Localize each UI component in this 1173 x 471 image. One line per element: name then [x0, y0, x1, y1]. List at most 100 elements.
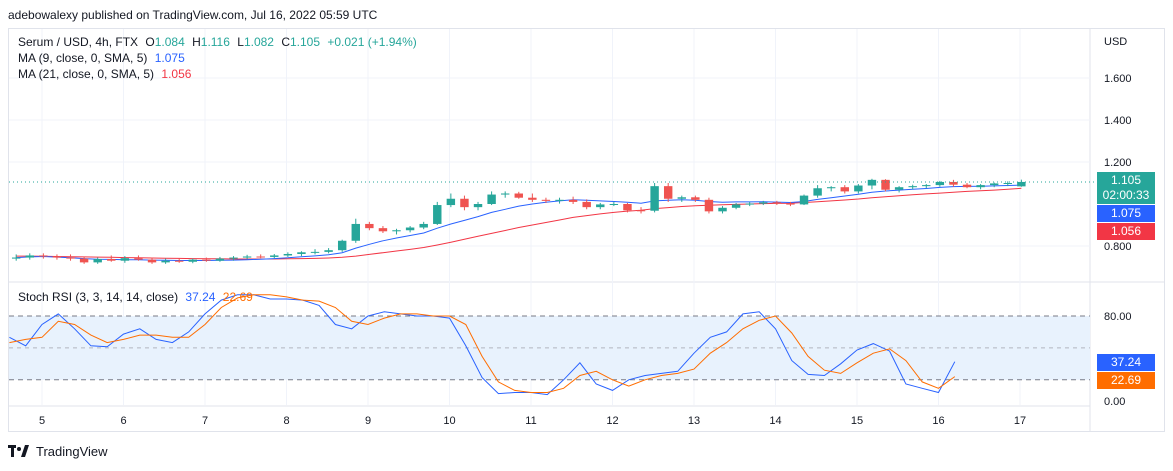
footer: TradingView [8, 444, 108, 459]
time-tick-label-10: 15 [851, 415, 863, 427]
candle-body [337, 240, 347, 251]
candle-body [772, 202, 782, 204]
ma9-label[interactable]: MA (9, close, 0, SMA, 5) [18, 51, 148, 65]
time-tick-label-8: 13 [688, 415, 700, 427]
last-price-tag: 1.105 02:00:33 [1097, 172, 1155, 204]
price-tick-label-0: 1.600 [1104, 73, 1132, 85]
time-tick-label-6: 11 [525, 415, 536, 427]
candle-body [365, 223, 374, 229]
stoch-d-legend-value: 22.69 [222, 290, 253, 304]
time-tick-label-5: 10 [443, 415, 455, 427]
time-tick-label-9: 14 [769, 415, 781, 427]
price-tick-label-1: 1.400 [1104, 115, 1132, 127]
stoch-tick-label-0: 80.00 [1104, 311, 1132, 323]
candle-body [922, 185, 931, 187]
close-value: 1.105 [289, 35, 321, 49]
candle-body [935, 181, 945, 186]
candle-body [949, 181, 958, 185]
time-tick-label-2: 7 [202, 415, 208, 427]
candle-body [650, 186, 659, 211]
low-label: L [237, 35, 244, 49]
symbol-title[interactable]: Serum / USD, 4h, FTX [18, 35, 139, 49]
candle-body [568, 199, 578, 202]
candle-body [826, 187, 836, 189]
candle-body [704, 199, 714, 212]
candle-body [460, 198, 469, 208]
time-tick-label-7: 12 [606, 415, 618, 427]
stoch-d-price-tag: 22.69 [1097, 372, 1155, 389]
candle-body [134, 258, 143, 260]
candle-body [528, 197, 537, 200]
high-label: H [192, 35, 201, 49]
ma9-price-tag: 1.075 [1097, 205, 1155, 222]
candle-body [107, 259, 116, 261]
candle-body [867, 179, 877, 186]
candle-body [11, 257, 21, 259]
chart-frame [8, 28, 1165, 432]
ohlc-values: O1.084 H1.116 L1.082 C1.105 +0.021 (+1.9… [145, 35, 420, 49]
main-legend: Serum / USD, 4h, FTX O1.084 H1.116 L1.08… [18, 34, 425, 82]
footer-brand[interactable]: TradingView [36, 444, 108, 459]
candle-body [894, 187, 904, 190]
price-tick-label-2: 1.200 [1104, 157, 1132, 169]
candle-body [759, 202, 768, 204]
candle-body [677, 197, 686, 199]
candle-body [351, 223, 360, 241]
time-tick-label-11: 16 [932, 415, 944, 427]
candle-body [188, 259, 197, 262]
candle-body [854, 185, 863, 192]
candle-body [473, 204, 483, 208]
candle-body [541, 199, 551, 201]
candle-body [161, 260, 170, 263]
candle-body [147, 259, 157, 263]
candle-body [500, 193, 510, 195]
last-price-value: 1.105 [1110, 173, 1142, 187]
candle-body [487, 194, 496, 204]
candle-body [745, 203, 754, 205]
candle-body [976, 185, 985, 188]
ma9-line [16, 184, 1022, 261]
open-value: 1.084 [154, 35, 185, 49]
high-value: 1.116 [200, 35, 230, 49]
candle-body [691, 197, 700, 200]
candle-body [989, 183, 999, 186]
candle-body [663, 186, 673, 199]
candle-body [378, 228, 388, 232]
candle-body [229, 257, 238, 259]
stoch-k-legend-value: 37.24 [185, 290, 216, 304]
candle-body [120, 258, 130, 261]
candle-body [25, 255, 34, 258]
candle-body [813, 188, 822, 196]
candle-body [405, 227, 415, 231]
price-tick-label-3: 0.800 [1104, 241, 1132, 253]
candle-body [731, 204, 741, 208]
candle-body [718, 207, 727, 212]
candle-body [555, 199, 564, 201]
time-tick-label-3: 8 [283, 415, 289, 427]
candle-body [433, 205, 442, 224]
candle-body [962, 184, 972, 188]
candle-body [242, 256, 252, 258]
candle-body [623, 204, 632, 211]
time-tick-label-12: 17 [1014, 415, 1026, 427]
stoch-tick-label-1: 0.00 [1104, 396, 1125, 408]
candle-body [881, 179, 890, 190]
stoch-label[interactable]: Stoch RSI (3, 3, 14, 14, close) [18, 290, 179, 304]
candle-body [66, 257, 75, 259]
candle-body [93, 259, 102, 263]
candle-body [1017, 181, 1026, 187]
candle-body [310, 251, 320, 253]
ma21-price-tag: 1.056 [1097, 223, 1155, 240]
candle-body [392, 230, 401, 232]
candle-body [840, 187, 849, 192]
low-value: 1.082 [243, 35, 274, 49]
close-label: C [281, 35, 290, 49]
price-axis-unit: USD [1104, 36, 1127, 48]
candle-body [256, 256, 265, 258]
candle-body [324, 250, 333, 252]
candle-body [514, 193, 523, 198]
candle-body [582, 201, 591, 208]
ma21-label[interactable]: MA (21, close, 0, SMA, 5) [18, 67, 155, 81]
change-value: +0.021 (+1.94%) [327, 35, 417, 49]
